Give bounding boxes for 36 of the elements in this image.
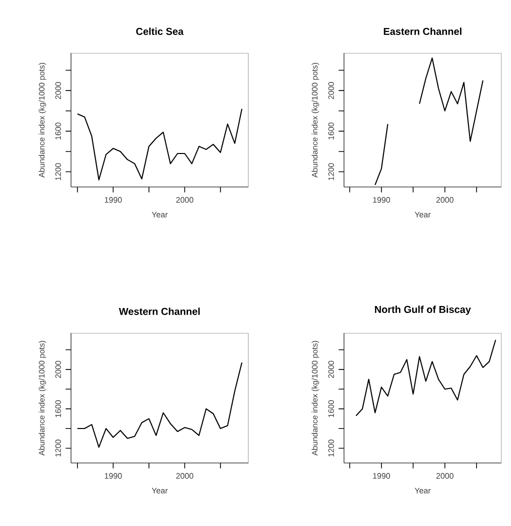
x-tick-label: 2000 <box>176 473 194 479</box>
chart-title: Eastern Channel <box>384 28 462 35</box>
x-tick-label: 1990 <box>373 473 390 479</box>
y-tick-label: 2000 <box>55 360 61 378</box>
y-tick-label: 1200 <box>55 440 61 457</box>
y-tick-label: 1200 <box>55 163 61 180</box>
x-tick-label: 2000 <box>436 473 454 479</box>
y-tick-label: 1600 <box>328 400 334 418</box>
x-axis-title: Year <box>414 212 431 218</box>
y-tick-label: 1200 <box>328 440 334 457</box>
y-tick-label: 1600 <box>328 122 334 140</box>
y-tick-label: 2000 <box>55 82 61 100</box>
y-tick-label: 2000 <box>328 360 334 378</box>
y-axis-title: Abundance index (kg/1000 pots) <box>312 340 320 456</box>
x-axis-title: Year <box>152 212 168 218</box>
x-axis-title: Year <box>414 488 431 494</box>
x-tick-label: 1990 <box>373 197 390 203</box>
x-axis-title: Year <box>152 488 168 494</box>
line-series <box>76 362 242 448</box>
y-axis-title: Abundance index (kg/1000 pots) <box>312 62 320 178</box>
x-tick-label: 1990 <box>104 197 122 203</box>
chart-title: Celtic Sea <box>136 28 184 35</box>
line-series <box>76 108 242 180</box>
y-axis-title: Abundance index (kg/1000 pots) <box>38 62 46 178</box>
x-tick-label: 2000 <box>436 197 454 203</box>
y-tick-label: 1200 <box>328 163 334 180</box>
y-tick-label: 2000 <box>328 82 334 100</box>
y-tick-label: 1600 <box>55 122 61 140</box>
y-axis-title: Abundance index (kg/1000 pots) <box>38 340 46 456</box>
line-series <box>356 339 496 416</box>
chart-title: North Gulf of Biscay <box>374 306 471 315</box>
y-tick-label: 1600 <box>55 400 61 418</box>
x-tick-label: 1990 <box>104 473 122 479</box>
x-tick-label: 2000 <box>176 197 194 203</box>
chart-title: Western Channel <box>118 308 200 315</box>
line-series <box>418 58 484 142</box>
